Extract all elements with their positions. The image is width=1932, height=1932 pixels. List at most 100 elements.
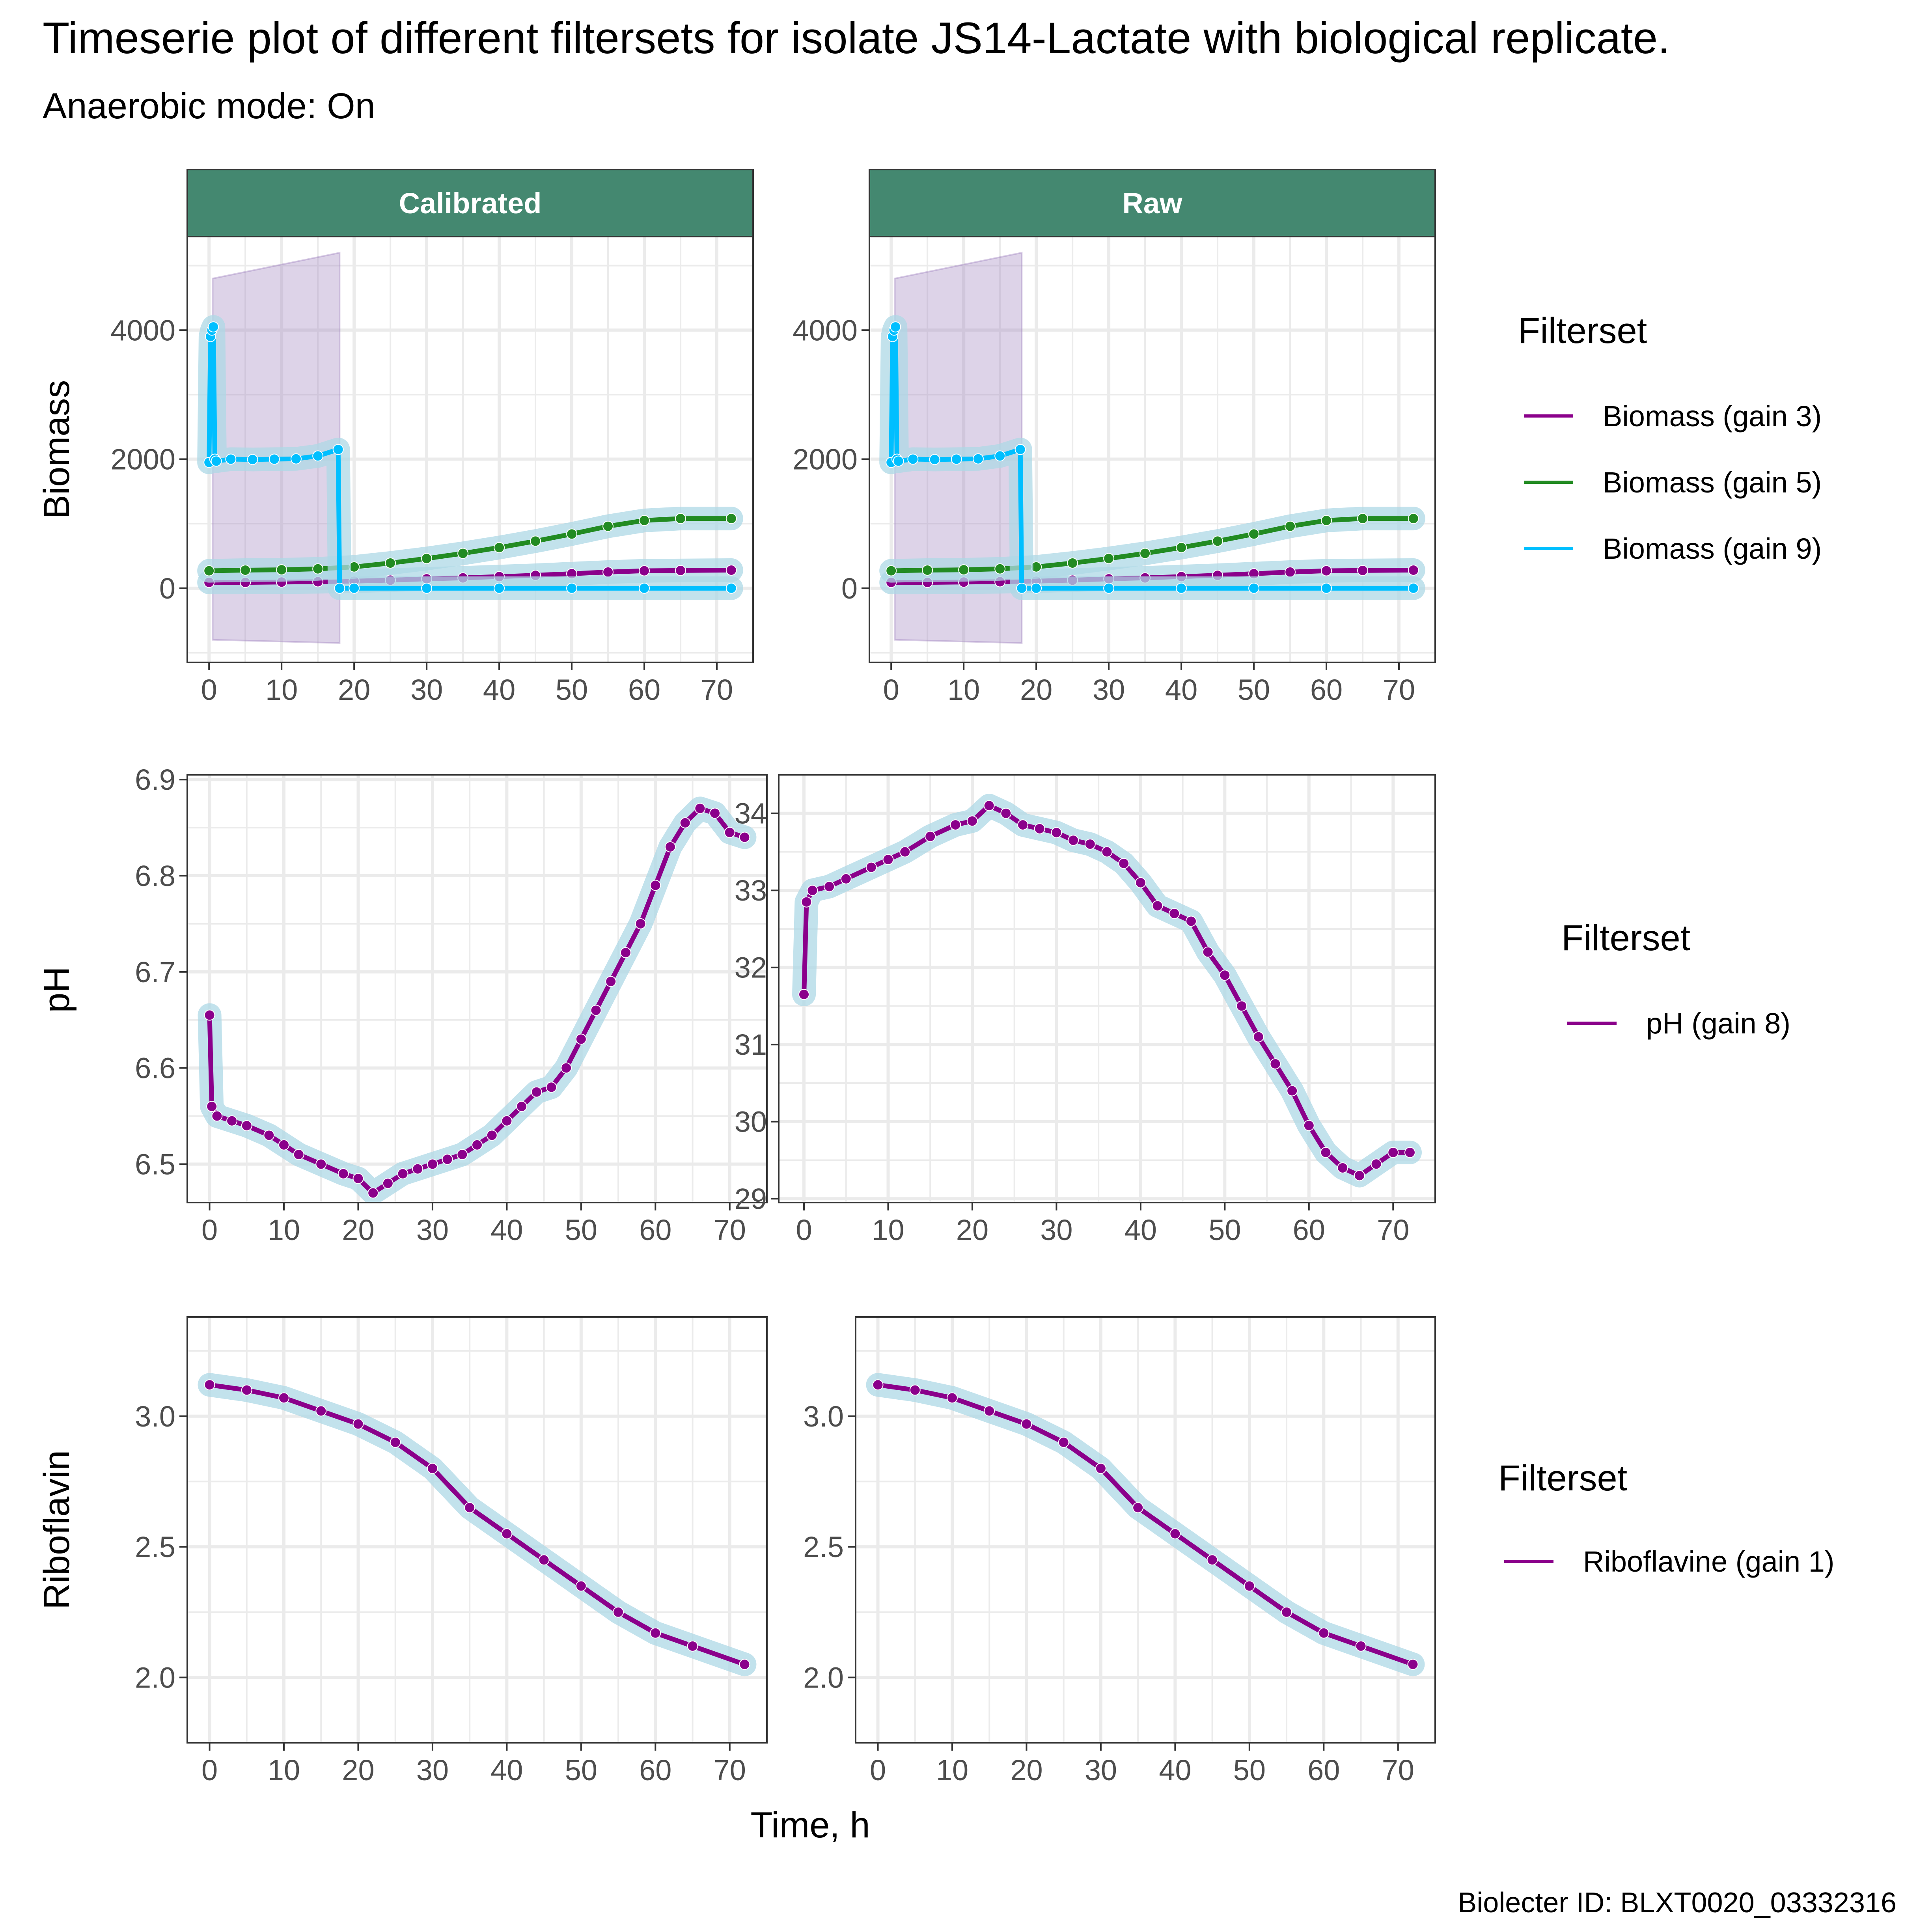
x-tick-label: 40 [490, 1754, 523, 1787]
data-point [590, 1005, 602, 1016]
data-point [865, 862, 877, 873]
y-tick-label: 29 [735, 1182, 767, 1215]
data-point [352, 1173, 364, 1184]
data-point [1132, 1502, 1144, 1513]
x-tick-label: 60 [628, 673, 660, 706]
data-point [349, 582, 360, 594]
y-axis-title: Biomass [37, 380, 77, 519]
x-tick-label: 20 [342, 1754, 374, 1787]
plot-area [879, 252, 1425, 644]
y-tick-label: 2.0 [803, 1661, 844, 1694]
data-point [1058, 1437, 1069, 1448]
data-point [315, 1405, 327, 1417]
data-point [1095, 1463, 1106, 1474]
data-point [1270, 1058, 1281, 1070]
data-point [922, 565, 933, 576]
data-point [1219, 970, 1231, 981]
data-point [1212, 535, 1223, 547]
data-point [1318, 1627, 1330, 1639]
data-point [457, 1149, 468, 1160]
data-point [972, 453, 984, 464]
data-point [951, 453, 962, 465]
data-point [639, 515, 650, 526]
data-point [263, 1130, 275, 1141]
data-point [886, 565, 897, 576]
data-point [882, 854, 894, 865]
x-tick-label: 70 [714, 1754, 746, 1787]
data-point [382, 1178, 393, 1189]
x-tick-label: 40 [483, 673, 515, 706]
data-point [709, 807, 721, 819]
data-point [442, 1154, 453, 1165]
y-tick-label: 4000 [110, 314, 175, 347]
plot-area [866, 1373, 1425, 1677]
data-point [501, 1115, 513, 1126]
data-point [427, 1158, 438, 1170]
data-point [840, 873, 852, 884]
plot-area [198, 796, 757, 1203]
x-tick-label: 10 [872, 1214, 904, 1246]
data-point [203, 565, 215, 576]
data-point [1253, 1031, 1264, 1042]
data-point [890, 321, 901, 333]
y-tick-label: 31 [735, 1028, 767, 1061]
data-point [390, 1437, 401, 1448]
data-point [1404, 1147, 1415, 1158]
data-point [1248, 528, 1260, 540]
x-tick-label: 0 [201, 1754, 218, 1787]
data-point [635, 918, 646, 929]
y-tick-label: 6.7 [135, 956, 175, 988]
legend-label: Biomass (gain 3) [1603, 400, 1822, 433]
data-point [1068, 835, 1079, 846]
legend-title: Filterset [1561, 918, 1690, 958]
x-tick-label: 0 [796, 1214, 812, 1246]
data-point [1285, 566, 1296, 578]
panel-riboflavin-raw: 0 10 20 30 40 50 60 70 2.0 2.5 3.0 [803, 1316, 1436, 1787]
data-point [538, 1554, 550, 1566]
data-point [1248, 582, 1260, 594]
data-point [486, 1130, 498, 1141]
data-point [801, 896, 812, 908]
data-point [247, 454, 258, 465]
y-tick-label: 6.9 [135, 763, 175, 796]
data-point [385, 558, 396, 569]
x-tick-label: 40 [1125, 1214, 1157, 1246]
x-tick-label: 60 [1310, 673, 1343, 706]
data-point [929, 454, 940, 465]
data-point [204, 1379, 215, 1391]
data-point [278, 1139, 289, 1151]
panel-border [778, 774, 1436, 1203]
x-tick-label: 50 [1238, 673, 1270, 706]
x-tick-label: 20 [1010, 1754, 1042, 1787]
y-tick-label: 34 [735, 797, 767, 830]
data-point [639, 565, 650, 576]
data-point [494, 542, 505, 553]
x-tick-label: 10 [268, 1754, 300, 1787]
caption: Biolecter ID: BLXT0020_03332316 [1458, 1887, 1897, 1919]
data-point [639, 582, 650, 594]
y-tick-label: 3.0 [803, 1400, 844, 1433]
y-tick-label: 2.5 [135, 1531, 175, 1563]
data-point [679, 817, 691, 828]
x-tick-label: 20 [956, 1214, 988, 1246]
data-point [566, 528, 578, 540]
x-tick-label: 40 [1159, 1754, 1191, 1787]
data-point [1387, 1147, 1399, 1158]
data-point [1408, 582, 1419, 594]
data-point [1176, 542, 1187, 553]
x-tick-label: 30 [410, 673, 443, 706]
data-point [530, 535, 541, 547]
data-point [798, 989, 810, 1000]
x-tick-label: 20 [338, 673, 370, 706]
panel-ph-raw: 0 10 20 30 40 50 60 70 29 30 31 32 33 34 [735, 774, 1436, 1246]
data-point [206, 1101, 218, 1112]
y-tick-label: 0 [841, 572, 858, 605]
data-point [1321, 515, 1332, 526]
x-tick-label: 50 [1208, 1214, 1241, 1246]
data-point [397, 1168, 408, 1179]
x-tick-label: 30 [1040, 1214, 1072, 1246]
data-point [925, 831, 936, 842]
data-point [1321, 582, 1332, 594]
data-point [1176, 582, 1187, 594]
